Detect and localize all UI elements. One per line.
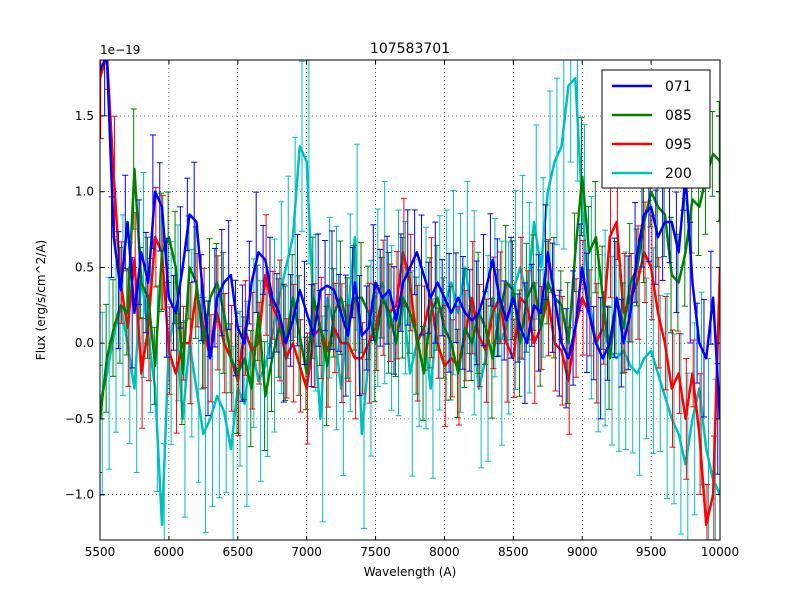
ticks: 5500 6000 6500 7000 7500 8000 8500 9000 9500 1000… — [65, 60, 739, 559]
legend: 071 085 095 200 — [601, 69, 711, 189]
series-200 — [100, 60, 720, 540]
legend-label-071: 071 — [665, 79, 692, 95]
x-tick-label: 9000 — [567, 545, 598, 559]
series-line-071 — [100, 60, 720, 419]
x-tick-label: 8500 — [498, 545, 529, 559]
series-layer — [100, 60, 720, 540]
series-line-200 — [100, 76, 720, 527]
x-tick-label: 10000 — [701, 545, 739, 559]
y-tick-label: −1.0 — [65, 488, 94, 502]
series-071 — [100, 60, 720, 475]
y-axis-title: Flux (erg/s/cm^2/A) — [34, 240, 48, 360]
x-tick-label: 7500 — [360, 545, 391, 559]
legend-label-200: 200 — [665, 166, 692, 182]
series-line-095 — [100, 60, 720, 527]
legend-label-085: 085 — [665, 108, 692, 124]
y-offset-label: 1e−19 — [100, 43, 140, 57]
y-tick-label: −0.5 — [65, 412, 94, 426]
legend-box — [601, 69, 711, 189]
x-tick-label: 7000 — [291, 545, 322, 559]
y-tick-label: 0.0 — [75, 336, 94, 350]
legend-label-095: 095 — [665, 137, 692, 153]
plot-frame — [99, 59, 721, 541]
x-tick-label: 6500 — [223, 545, 254, 559]
y-tick-label: 1.5 — [75, 109, 94, 123]
x-tick-label: 8000 — [429, 545, 460, 559]
x-tick-label: 9500 — [636, 545, 667, 559]
x-axis-title: Wavelength (A) — [364, 565, 457, 579]
chart-title: 107583701 — [370, 41, 450, 57]
y-tick-label: 0.5 — [75, 260, 94, 274]
y-tick-label: 1.0 — [75, 185, 94, 199]
x-tick-label: 5500 — [85, 545, 116, 559]
x-tick-label: 6000 — [154, 545, 185, 559]
